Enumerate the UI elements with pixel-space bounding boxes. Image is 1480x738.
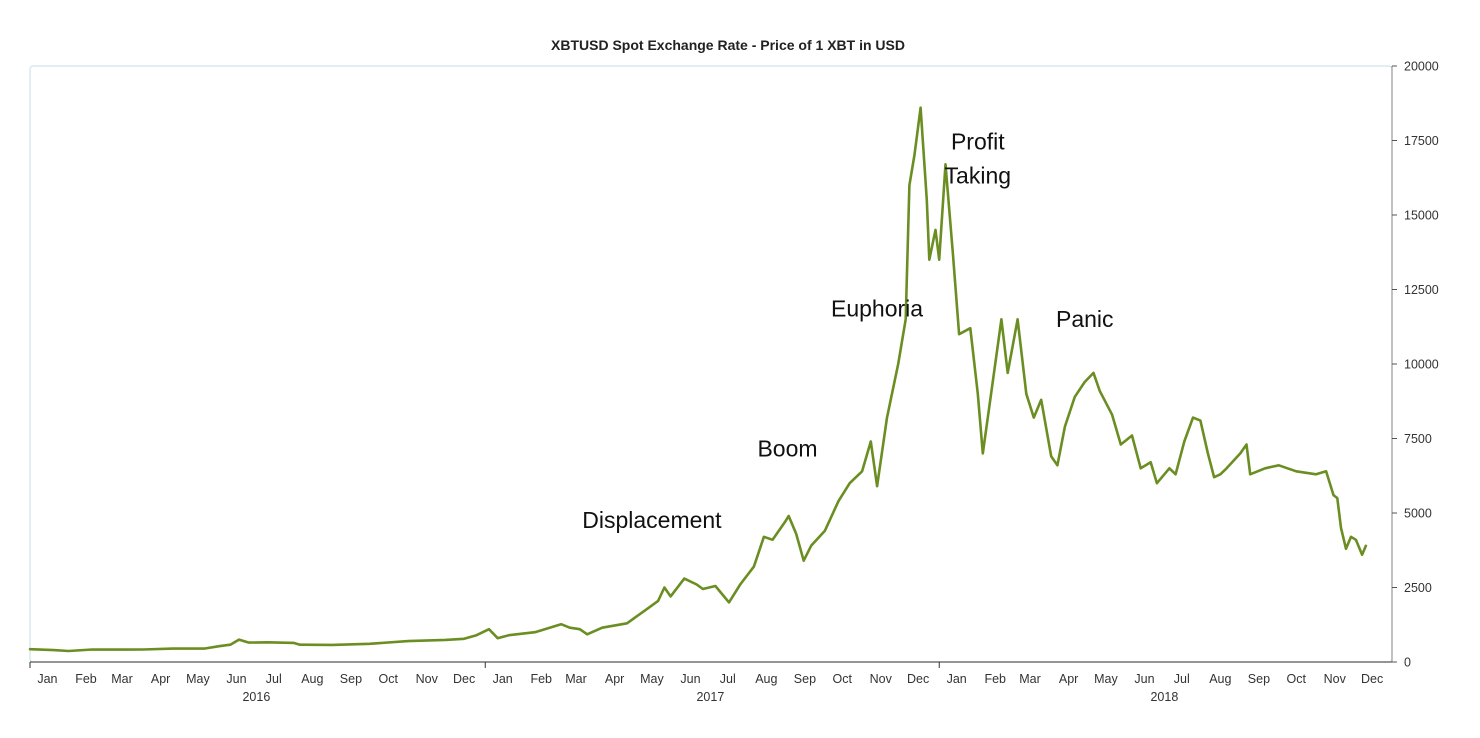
phase-annotation: Displacement (582, 507, 722, 533)
x-tick-label: Jul (720, 672, 736, 686)
x-tick-label: Nov (1324, 672, 1347, 686)
x-tick-label: Sep (1248, 672, 1270, 686)
price-series-line (28, 106, 1368, 653)
x-tick-label: Apr (605, 672, 624, 686)
x-tick-label: Jun (226, 672, 246, 686)
x-tick-label: Jun (680, 672, 700, 686)
x-tick-label: Apr (151, 672, 170, 686)
x-tick-label: Mar (1019, 672, 1041, 686)
y-tick-label: 2500 (1404, 581, 1432, 595)
phase-annotation: Taking (945, 163, 1011, 189)
x-tick-label: Aug (755, 672, 777, 686)
x-tick-label: Feb (984, 672, 1006, 686)
x-year-label: 2016 (242, 690, 270, 704)
x-tick-label: Dec (453, 672, 475, 686)
x-tick-label: May (186, 672, 210, 686)
x-tick-label: Mar (111, 672, 133, 686)
x-tick-label: Jan (37, 672, 57, 686)
x-tick-label: Dec (907, 672, 929, 686)
x-tick-label: Oct (1286, 672, 1306, 686)
x-tick-label: Apr (1059, 672, 1078, 686)
y-axis: 0 2500 5000 7500 10000 12500 15000 17500 20000 (1392, 60, 1439, 670)
y-tick-label: 20000 (1404, 60, 1439, 74)
x-tick-label: Mar (565, 672, 587, 686)
x-tick-label: Aug (1209, 672, 1231, 686)
annotation-layer: Displacement Boom Euphoria Profit Taking Pani… (582, 128, 1113, 532)
x-tick-label: Jul (266, 672, 282, 686)
phase-annotation: Profit (951, 128, 1005, 154)
series-layer (28, 106, 1368, 653)
x-tick-label: Oct (378, 672, 398, 686)
y-tick-label: 17500 (1404, 134, 1439, 148)
phase-annotation: Euphoria (831, 295, 923, 321)
x-tick-label: Jul (1174, 672, 1190, 686)
y-tick-label: 7500 (1404, 432, 1432, 446)
x-year-label: 2018 (1150, 690, 1178, 704)
phase-annotation: Panic (1056, 306, 1114, 332)
x-year-label: 2017 (696, 690, 724, 704)
chart-title: XBTUSD Spot Exchange Rate - Price of 1 X… (551, 37, 905, 53)
x-tick-label: Sep (794, 672, 816, 686)
x-tick-label: Oct (832, 672, 852, 686)
y-tick-label: 15000 (1404, 209, 1439, 223)
x-tick-label: Feb (530, 672, 552, 686)
x-tick-label: Jan (493, 672, 513, 686)
x-axis: Jan Feb Mar Apr May Jun Jul Aug Sep Oct Nov Dec Jan F… (29, 662, 1383, 704)
x-tick-label: Aug (301, 672, 323, 686)
y-tick-label: 12500 (1404, 283, 1439, 297)
y-tick-label: 10000 (1404, 358, 1439, 372)
x-tick-label: May (640, 672, 664, 686)
x-tick-label: Sep (340, 672, 362, 686)
x-tick-label: Nov (416, 672, 439, 686)
x-tick-label: Jun (1134, 672, 1154, 686)
y-tick-label: 5000 (1404, 507, 1432, 521)
x-tick-label: Dec (1361, 672, 1383, 686)
x-tick-label: May (1094, 672, 1118, 686)
x-tick-label: Feb (75, 672, 97, 686)
phase-annotation: Boom (757, 435, 817, 461)
x-tick-label: Jan (947, 672, 967, 686)
y-tick-label: 0 (1404, 656, 1411, 670)
x-tick-label: Nov (870, 672, 893, 686)
plot-frame (29, 65, 1393, 663)
